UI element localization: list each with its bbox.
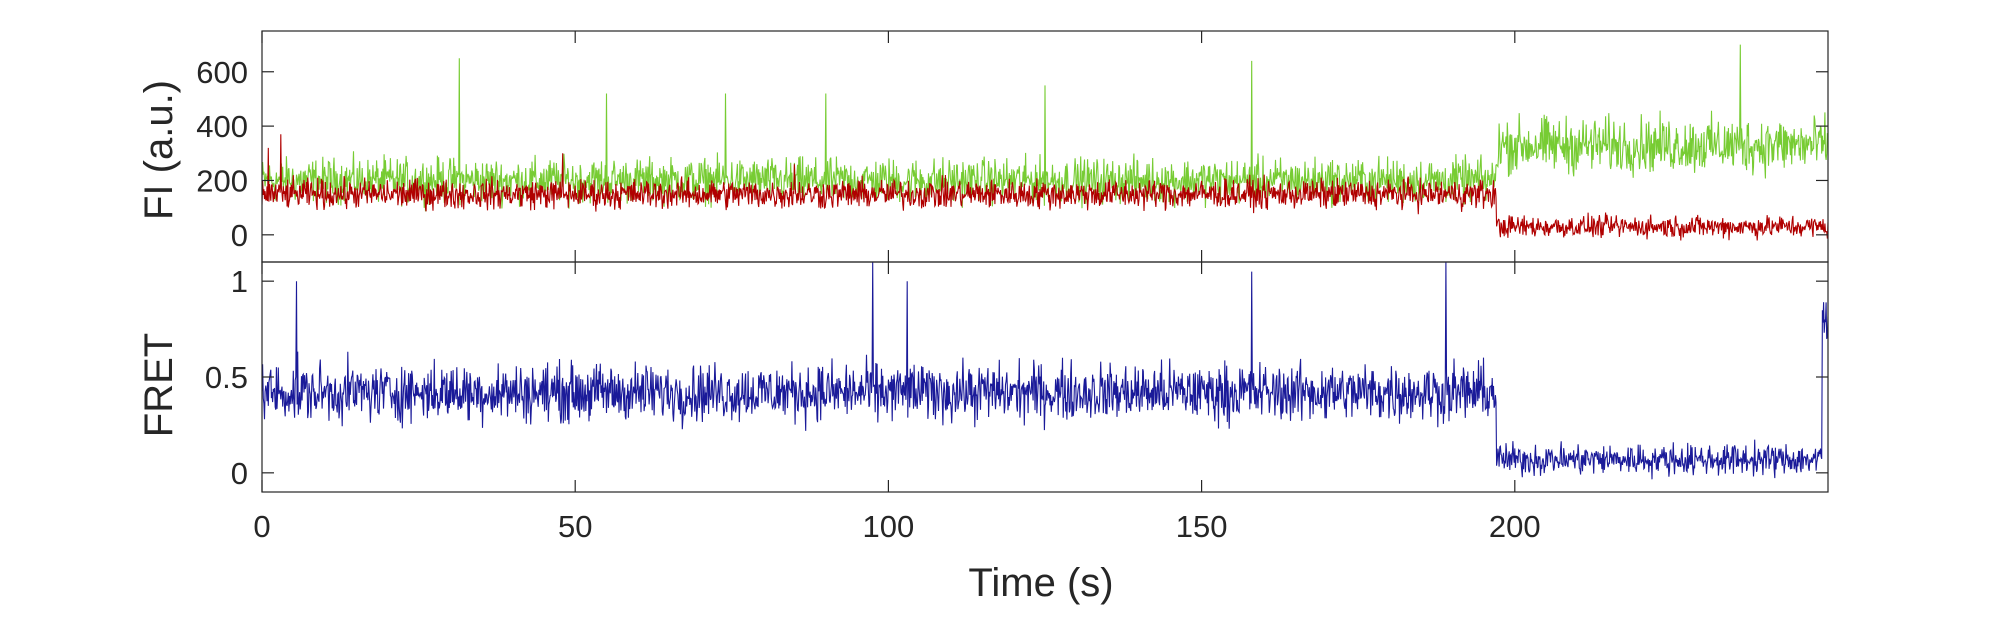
x-tick-label: 150 xyxy=(1176,509,1228,544)
y-tick-label: 0 xyxy=(231,456,248,491)
series-line-0-1 xyxy=(262,134,1828,241)
series-line-1-0 xyxy=(262,262,1828,480)
y-tick-label: 600 xyxy=(196,55,248,90)
y-tick-label: 0 xyxy=(231,218,248,253)
y-tick-label: 400 xyxy=(196,109,248,144)
x-axis-title: Time (s) xyxy=(968,561,1113,605)
bottom-y-axis-title: FRET xyxy=(137,333,181,437)
x-tick-label: 100 xyxy=(863,509,915,544)
top-y-axis-title: FI (a.u.) xyxy=(137,80,181,220)
y-tick-label: 0.5 xyxy=(205,360,248,395)
series-line-0-0 xyxy=(262,44,1828,212)
fret-panel: 0 0.5 1 0 50 100 150 200 xyxy=(205,261,1829,544)
y-tick-label: 1 xyxy=(231,264,248,299)
y-tick-label: 200 xyxy=(196,163,248,198)
x-tick-label: 50 xyxy=(558,509,592,544)
x-tick-label: 200 xyxy=(1489,509,1541,544)
x-tick-label: 0 xyxy=(253,509,270,544)
fluorescence-panel: 0 200 400 600 xyxy=(196,30,1829,263)
